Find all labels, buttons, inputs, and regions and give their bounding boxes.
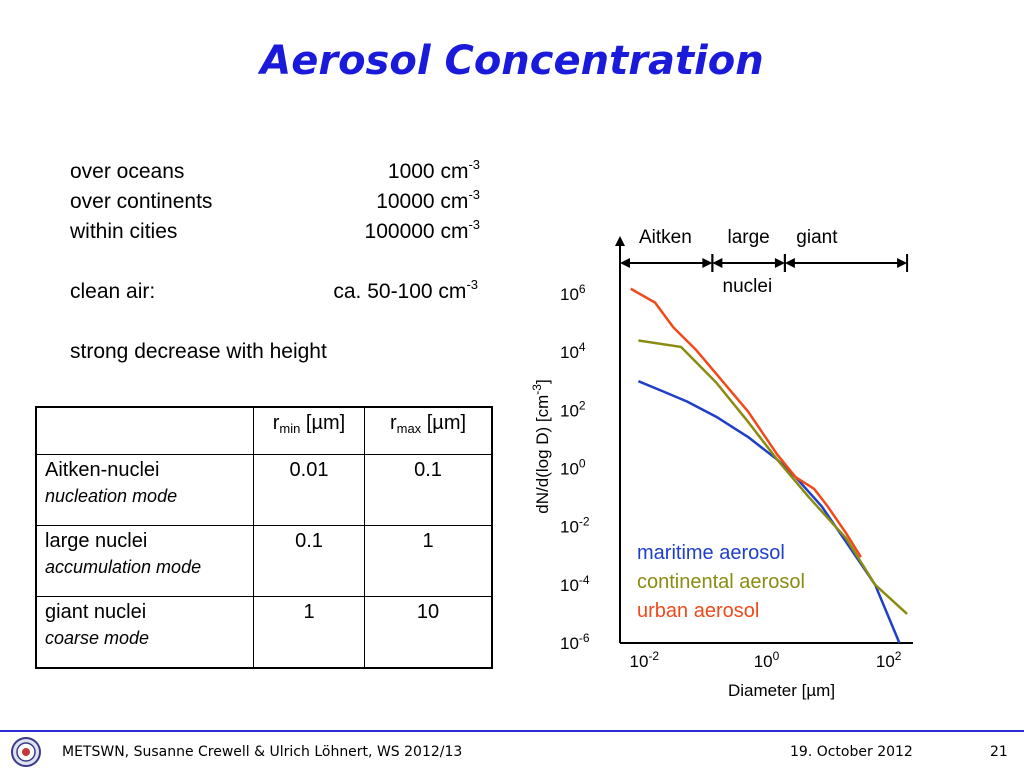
fact-row-oceans: over oceans 1000 cm-3: [70, 157, 480, 187]
rmax-cell: 1: [364, 525, 493, 597]
concentration-facts: over oceans 1000 cm-3 over continents 10…: [70, 157, 480, 367]
mode-name-cell: large nuclei accumulation mode: [35, 525, 254, 597]
x-tick-label: 100: [754, 649, 780, 671]
fact-row-decrease: strong decrease with height: [70, 337, 480, 367]
range-label: large: [728, 227, 770, 248]
table-row: giant nuclei coarse mode 1 10: [35, 596, 493, 669]
slide-title: Aerosol Concentration: [260, 38, 764, 84]
fact-row-spacer: [70, 247, 480, 277]
x-tick-label: 10-2: [630, 649, 660, 671]
fact-row-clean-air: clean air: ca. 50-100 cm-3: [70, 277, 478, 307]
y-tick-label: 104: [560, 340, 586, 362]
series-line-continental-aerosol: [638, 339, 908, 615]
table-row: Aitken-nuclei nucleation mode 0.01 0.1: [35, 454, 493, 526]
fact-row-spacer: [70, 307, 480, 337]
mode-name-cell: Aitken-nuclei nucleation mode: [35, 454, 254, 526]
fact-row-cities: within cities 100000 cm-3: [70, 217, 480, 247]
fact-row-continents: over continents 10000 cm-3: [70, 187, 480, 217]
range-label: Aitken: [639, 227, 692, 248]
table-header-row: rmin [µm] rmax [µm]: [35, 406, 493, 455]
x-tick-label: 102: [876, 649, 902, 671]
y-tick-label: 100: [560, 456, 586, 478]
y-axis-label: dN/d(log D) [cm-3]: [530, 379, 552, 513]
range-arrow-head: [774, 258, 785, 268]
university-seal-logo: [11, 737, 41, 767]
y-tick-label: 102: [560, 398, 586, 420]
series-line-urban-aerosol: [630, 287, 862, 558]
fact-value: ca. 50-100 cm-3: [333, 277, 478, 303]
fact-value: 10000 cm-3: [376, 187, 480, 213]
mode-label: nucleation mode: [45, 486, 178, 506]
table-corner-cell: [35, 406, 254, 455]
legend-entry: continental aerosol: [637, 571, 805, 593]
footer-authors: METSWN, Susanne Crewell & Ulrich Löhnert…: [62, 744, 463, 760]
range-arrow-head: [712, 258, 723, 268]
rmax-header: rmax [µm]: [364, 406, 493, 455]
y-tick-label: 106: [560, 282, 586, 304]
rmax-cell: 10: [364, 596, 493, 669]
range-arrow-head: [784, 258, 795, 268]
range-arrow-head: [897, 258, 908, 268]
y-tick-label: 10-6: [560, 631, 590, 653]
fact-label: within cities: [70, 220, 178, 243]
mode-label: coarse mode: [45, 628, 150, 648]
range-label: giant: [796, 227, 838, 248]
rmin-header: rmin [µm]: [253, 406, 365, 455]
range-arrow-head: [620, 258, 630, 268]
legend-entry: maritime aerosol: [637, 542, 785, 564]
mode-name-cell: giant nuclei coarse mode: [35, 596, 254, 669]
decrease-note: strong decrease with height: [70, 340, 327, 363]
rmax-cell: 0.1: [364, 454, 493, 526]
fact-value: 100000 cm-3: [364, 217, 480, 243]
x-axis-label: Diameter [µm]: [728, 681, 835, 700]
fact-label: clean air:: [70, 280, 156, 303]
table-row: large nuclei accumulation mode 0.1 1: [35, 525, 493, 597]
fact-label: over continents: [70, 190, 213, 213]
page-number: 21: [990, 744, 1008, 760]
footer-divider: [0, 730, 1024, 732]
rmin-cell: 0.01: [253, 454, 365, 526]
y-axis-arrow: [615, 236, 625, 246]
y-tick-label: 10-4: [560, 573, 590, 595]
range-sublabel: nuclei: [723, 276, 773, 297]
fact-label: over oceans: [70, 160, 185, 183]
mode-label: accumulation mode: [45, 557, 202, 577]
footer-date: 19. October 2012: [790, 744, 913, 760]
rmin-cell: 1: [253, 596, 365, 669]
aerosol-size-distribution-chart: 106 104 102 100 10-2 10-4 10-6 10-2 100 102 Diamet…: [530, 227, 913, 700]
rmin-cell: 0.1: [253, 525, 365, 597]
nuclei-mode-table: rmin [µm] rmax [µm] Aitken-nuclei nucleat…: [35, 406, 493, 669]
fact-value: 1000 cm-3: [387, 157, 480, 183]
range-arrow-head: [702, 258, 713, 268]
y-tick-label: 10-2: [560, 515, 590, 537]
legend-entry: urban aerosol: [637, 600, 759, 622]
